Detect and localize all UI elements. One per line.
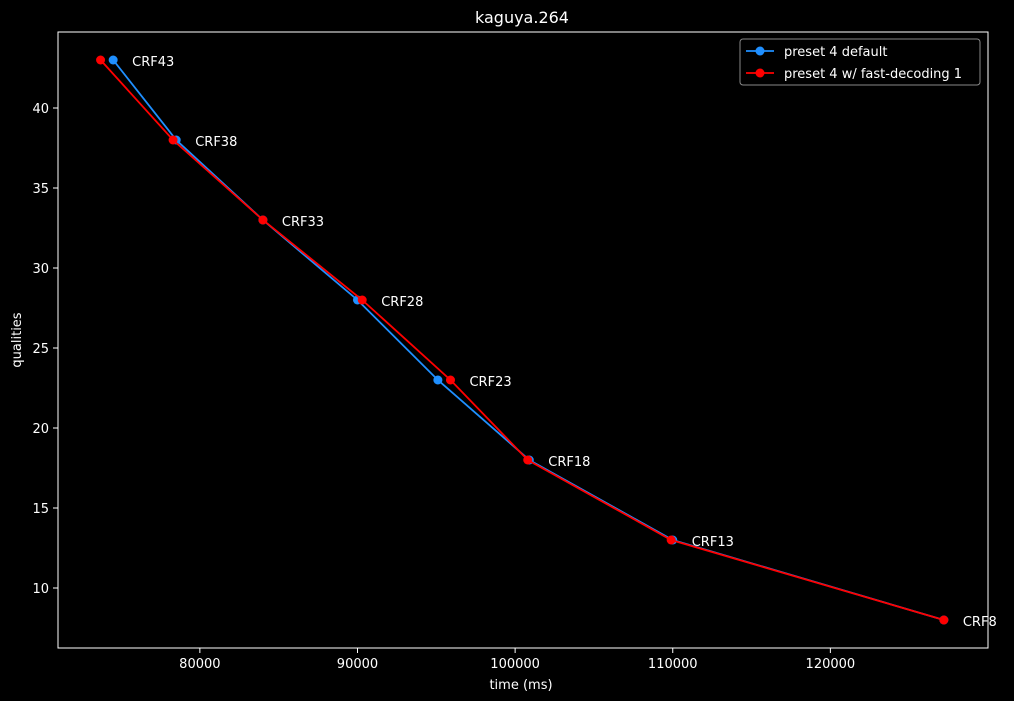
point-label: CRF38 bbox=[195, 135, 237, 150]
data-point bbox=[96, 55, 106, 65]
point-label: CRF13 bbox=[692, 535, 734, 550]
y-tick-label: 15 bbox=[32, 502, 49, 517]
legend-swatch-marker bbox=[755, 46, 765, 56]
y-axis: 10 15 20 25 30 35 40 bbox=[32, 102, 58, 597]
x-tick-label: 100000 bbox=[490, 657, 540, 672]
x-tick-label: 80000 bbox=[179, 657, 220, 672]
legend-box bbox=[739, 38, 981, 86]
legend-entry: preset 4 w/ fast-decoding 1 bbox=[784, 67, 962, 82]
data-point bbox=[433, 375, 443, 385]
point-label: CRF23 bbox=[469, 375, 511, 390]
y-tick-label: 40 bbox=[32, 102, 49, 117]
data-point bbox=[357, 295, 367, 305]
point-label: CRF18 bbox=[548, 455, 590, 470]
series-line bbox=[99, 59, 945, 621]
data-point bbox=[168, 135, 178, 145]
point-label: CRF33 bbox=[282, 215, 324, 230]
y-tick-label: 20 bbox=[32, 422, 49, 437]
legend-swatch-marker bbox=[755, 68, 765, 78]
point-label: CRF43 bbox=[132, 55, 174, 70]
x-tick-label: 110000 bbox=[648, 657, 698, 672]
data-point bbox=[523, 455, 533, 465]
point-label: CRF8 bbox=[963, 615, 997, 630]
chart-title: kaguya.264 bbox=[475, 8, 569, 27]
series-layer bbox=[96, 55, 949, 625]
data-point bbox=[666, 535, 676, 545]
plot-frame bbox=[57, 31, 989, 649]
data-point bbox=[108, 55, 118, 65]
y-tick-label: 25 bbox=[32, 342, 49, 357]
x-tick-label: 90000 bbox=[337, 657, 378, 672]
y-axis-label: qualities bbox=[10, 312, 25, 367]
data-point bbox=[939, 615, 949, 625]
y-tick-label: 10 bbox=[32, 582, 49, 597]
series-2 bbox=[96, 55, 949, 625]
x-axis: 80000 90000 100000 110000 120000 bbox=[179, 648, 855, 672]
data-point bbox=[258, 215, 268, 225]
point-labels: CRF43 CRF38 CRF33 CRF28 CRF23 CRF18 CRF13 CRF8 bbox=[132, 55, 997, 630]
y-tick-label: 35 bbox=[32, 182, 49, 197]
data-point bbox=[445, 375, 455, 385]
x-tick-label: 120000 bbox=[806, 657, 856, 672]
legend: preset 4 default preset 4 w/ fast-decodin… bbox=[739, 38, 981, 86]
legend-entry: preset 4 default bbox=[784, 45, 887, 60]
x-axis-label: time (ms) bbox=[489, 678, 552, 693]
y-tick-label: 30 bbox=[32, 262, 49, 277]
point-label: CRF28 bbox=[381, 295, 423, 310]
